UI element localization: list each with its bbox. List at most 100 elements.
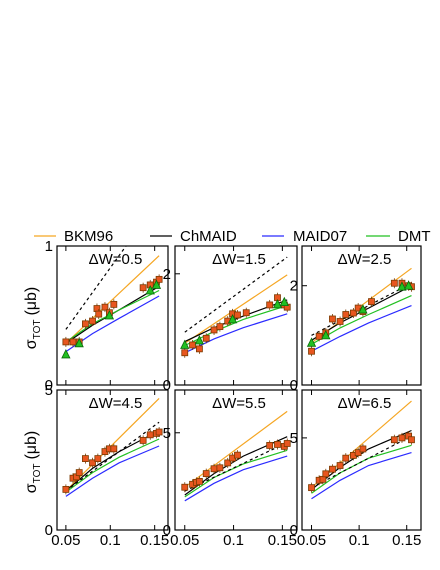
data-point-triangle xyxy=(403,280,414,290)
data-squares xyxy=(181,292,291,358)
data-point-triangle xyxy=(321,329,331,340)
x-tick-label: 0.05 xyxy=(170,532,199,549)
panel-5: 0 5 0.05 0.1 0.15 ΔW=5.5 xyxy=(163,389,298,549)
data-point-square xyxy=(146,431,154,439)
data-point-square xyxy=(283,440,291,447)
data-squares xyxy=(62,427,163,495)
data-point-triangle xyxy=(279,296,289,307)
data-point-square xyxy=(308,484,315,492)
data-point-square xyxy=(75,469,83,477)
data-point-triangle xyxy=(358,304,368,314)
y-tick-label: 0 xyxy=(290,522,298,539)
data-point-square xyxy=(322,470,330,478)
y-tick-label: 0 xyxy=(290,377,298,394)
curves xyxy=(65,246,160,353)
x-tick-label: 0.05 xyxy=(51,532,80,549)
data-point-square xyxy=(110,300,118,308)
data-point-square xyxy=(266,442,274,449)
x-tick-label: 0.1 xyxy=(349,532,370,549)
y-tick-label: 1 xyxy=(45,238,53,255)
data-point-square xyxy=(336,318,344,325)
data-point-triangle xyxy=(104,310,115,320)
data-point-square xyxy=(390,436,398,444)
y-axis-title: σTOT (μb) xyxy=(23,431,43,493)
x-tick-label: 0.15 xyxy=(268,532,297,549)
data-triangles xyxy=(61,279,162,359)
data-point-square xyxy=(359,445,367,453)
y-axis-label-bottom: σTOT (μb) xyxy=(23,431,43,493)
series-line-dmt xyxy=(65,289,160,343)
panel-frame xyxy=(174,245,298,386)
data-point-square xyxy=(82,320,89,328)
legend: BKM96 ChMAID MAID07 DMT xyxy=(34,228,431,245)
y-axis-symbol: σ xyxy=(23,483,40,493)
x-tick-label: 0.15 xyxy=(140,532,169,549)
data-point-square xyxy=(329,315,336,323)
data-point-triangle xyxy=(397,281,407,291)
data-point-square xyxy=(139,284,147,292)
data-point-square xyxy=(189,341,196,349)
y-tick-label: 5 xyxy=(163,425,171,442)
data-point-triangle xyxy=(306,337,317,347)
data-point-square xyxy=(350,309,357,317)
data-point-triangle xyxy=(61,349,71,359)
data-point-square xyxy=(398,434,406,442)
data-point-square xyxy=(319,475,327,483)
series-line-bkm96 xyxy=(184,274,288,344)
panel-frame xyxy=(301,245,422,386)
data-point-triangle xyxy=(151,279,162,289)
y-axis-subscript: TOT xyxy=(32,464,43,484)
x-tick-label: 0.1 xyxy=(223,532,244,549)
series-line-maid07 xyxy=(184,455,288,502)
data-point-square xyxy=(210,465,218,473)
data-point-square xyxy=(155,428,163,436)
data-point-triangle xyxy=(145,285,155,295)
y-tick-label: 2 xyxy=(290,278,298,295)
series-line-maid07 xyxy=(311,305,412,352)
legend-label-maid07: MAID07 xyxy=(293,228,347,245)
data-point-square xyxy=(308,347,315,355)
series-line-bkm96 xyxy=(65,255,160,344)
data-point-square xyxy=(329,465,336,473)
data-point-square xyxy=(195,345,203,353)
series-line-chmaid-dashed xyxy=(311,435,412,489)
data-triangles xyxy=(180,296,289,349)
data-point-square xyxy=(82,455,89,463)
data-point-square xyxy=(390,279,398,287)
x-tick-label: 0.05 xyxy=(297,532,326,549)
data-point-square xyxy=(234,311,241,319)
y-tick-label: 0 xyxy=(163,377,171,394)
data-point-square xyxy=(202,470,210,478)
panel-label: ΔW=5.5 xyxy=(212,395,266,412)
series-line-chmaid-dashed xyxy=(65,421,160,492)
panel-3: 0 2 ΔW=2.5 xyxy=(290,245,422,394)
y-axis-subscript: TOT xyxy=(32,320,43,340)
y-tick-label: 0 xyxy=(45,522,53,539)
panel-frame xyxy=(56,389,169,531)
data-point-square xyxy=(195,477,203,485)
x-tick-label: 0.1 xyxy=(100,532,121,549)
data-point-square xyxy=(354,449,362,457)
series-line-maid07 xyxy=(311,452,412,500)
data-point-square xyxy=(274,441,281,448)
data-point-square xyxy=(181,349,189,357)
y-axis-label-top: σTOT (μb) xyxy=(23,287,43,349)
y-tick-label: 0 xyxy=(163,522,171,539)
data-point-square xyxy=(155,275,163,283)
data-point-square xyxy=(216,464,224,472)
panel-label: ΔW=6.5 xyxy=(338,395,392,412)
series-line-maid07 xyxy=(65,445,160,497)
y-axis-unit: (μb) xyxy=(23,287,40,316)
data-point-square xyxy=(342,454,350,462)
data-point-square xyxy=(89,317,96,325)
panel-label: ΔW=0.5 xyxy=(89,251,143,268)
data-point-square xyxy=(139,436,147,444)
data-point-square xyxy=(110,445,118,453)
data-point-square xyxy=(266,301,274,309)
data-point-square xyxy=(342,311,350,318)
data-point-square xyxy=(94,455,102,463)
y-axis-title: σTOT (μb) xyxy=(23,287,43,349)
series-line-chmaid-dashed xyxy=(65,246,127,330)
data-point-square xyxy=(242,309,250,317)
